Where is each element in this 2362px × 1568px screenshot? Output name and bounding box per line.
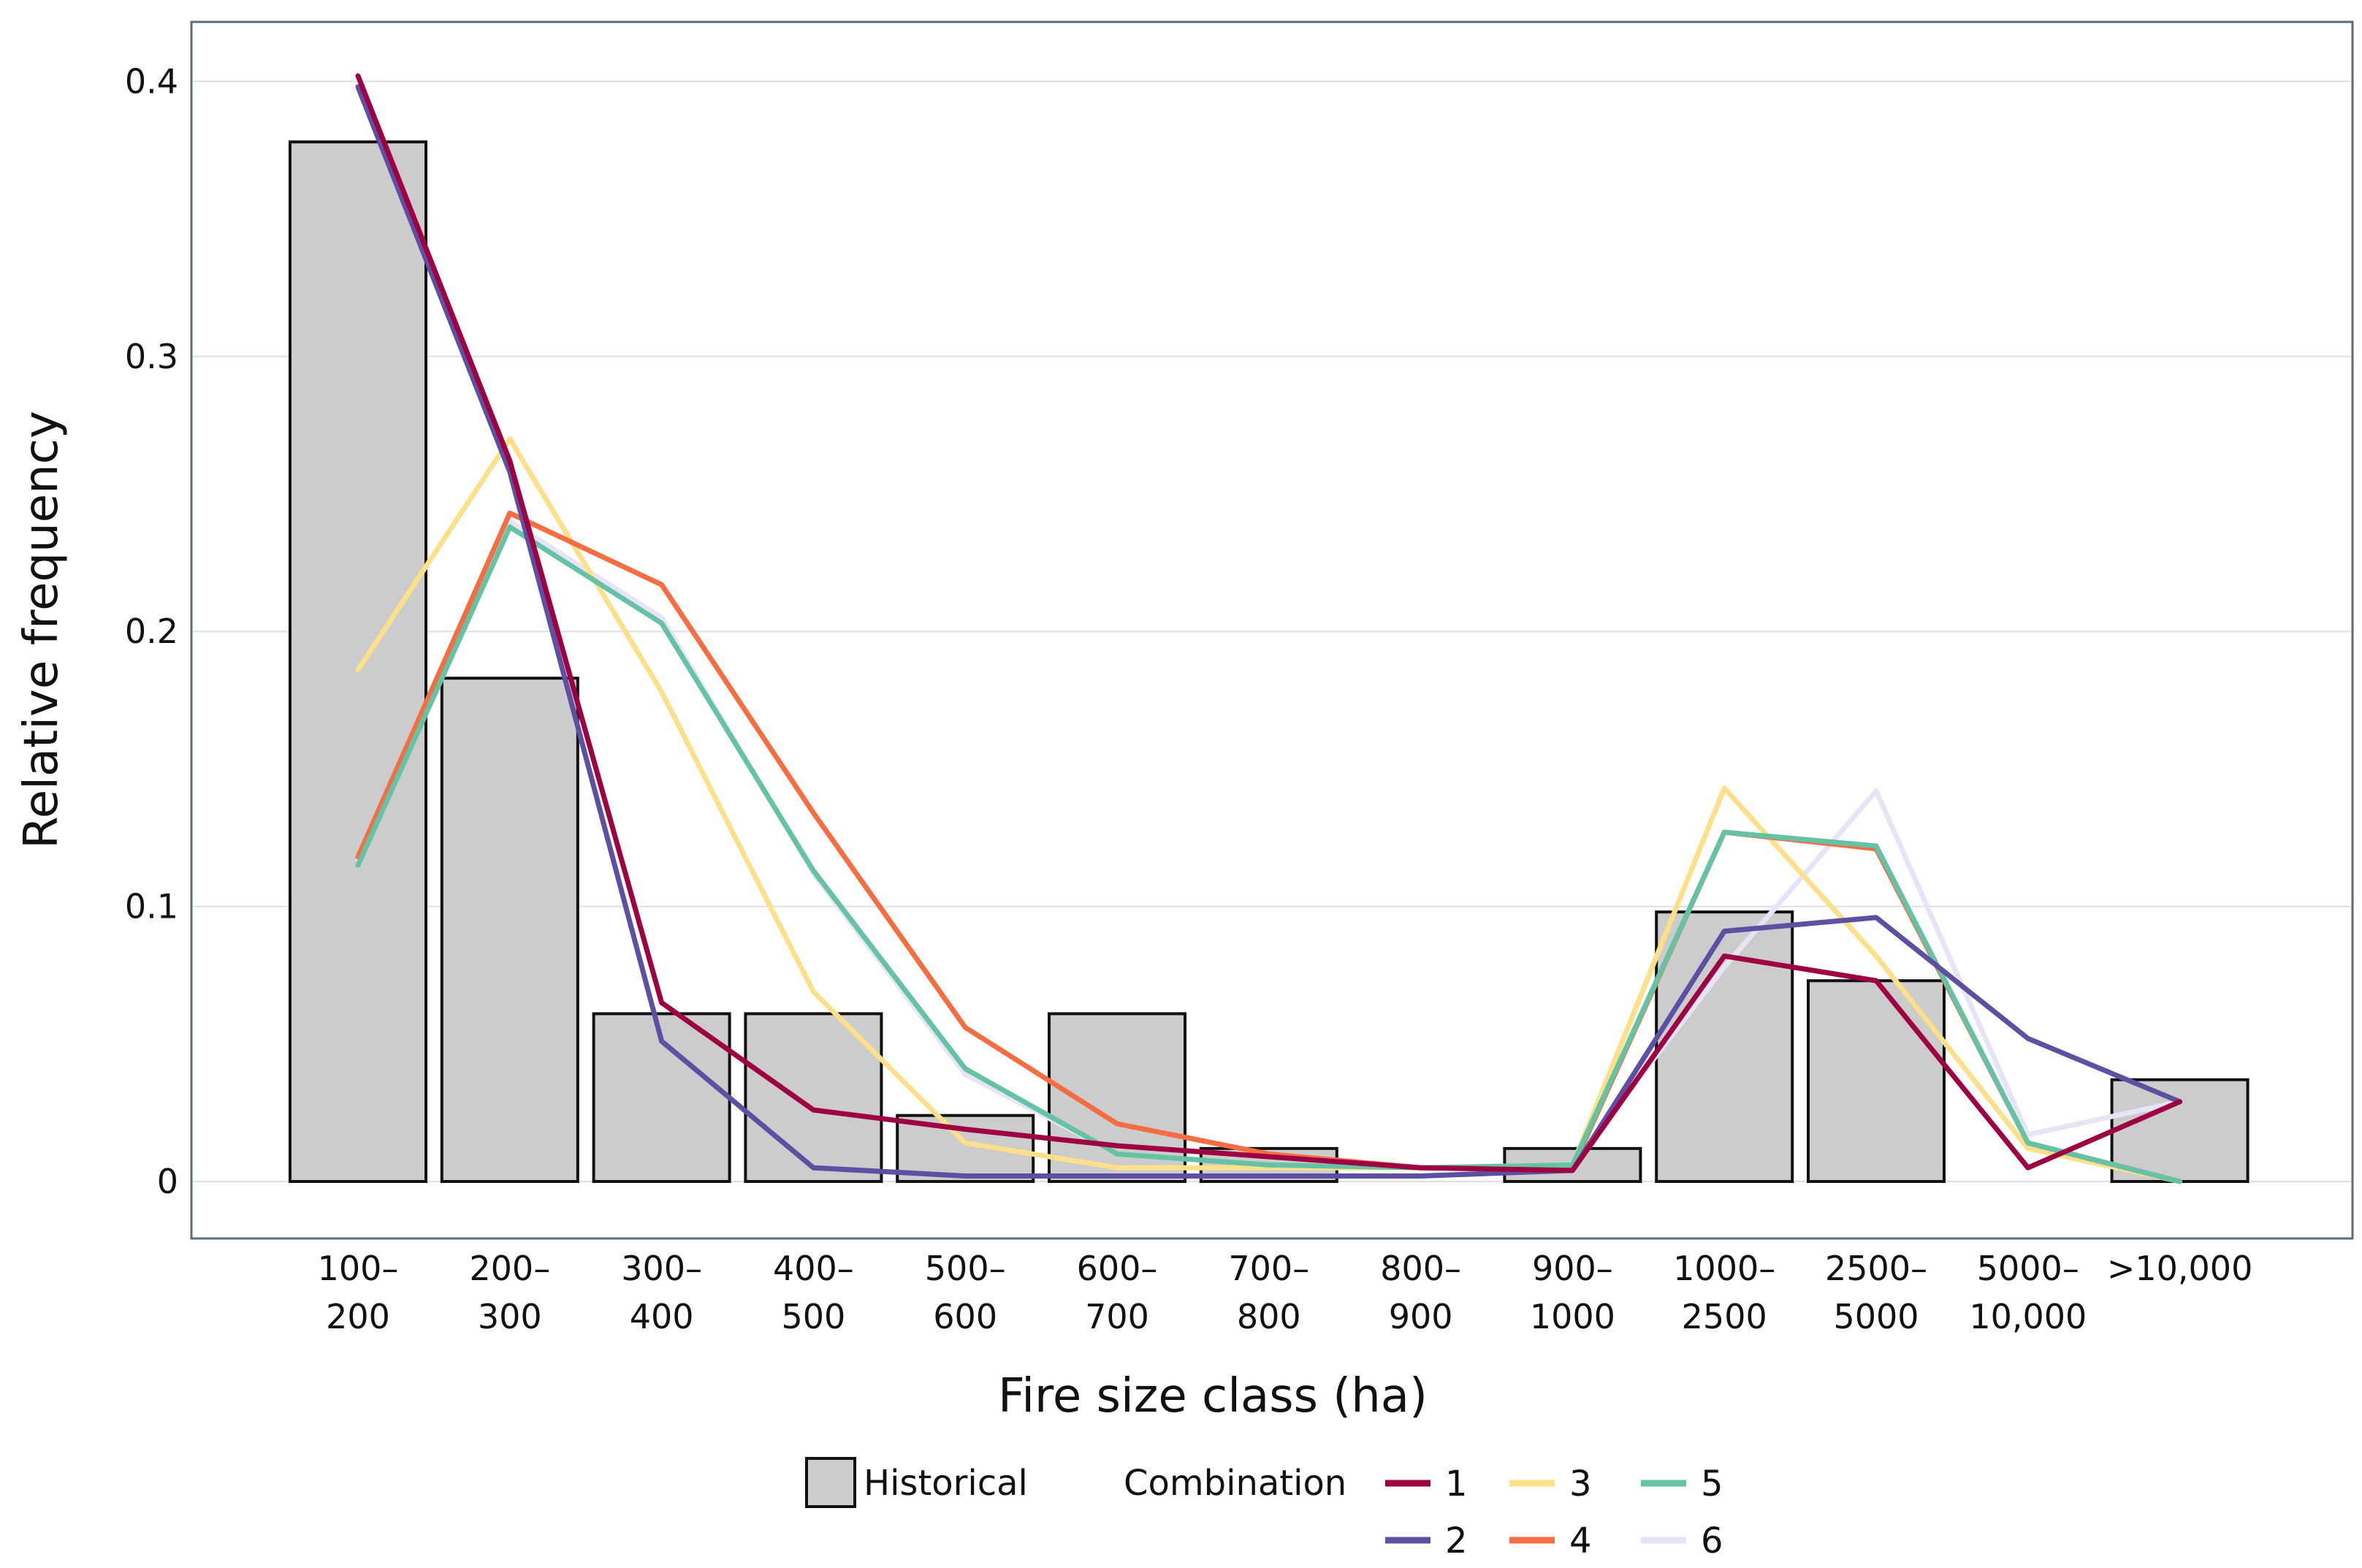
y-axis-title: Relative frequency — [15, 411, 69, 848]
legend: Historical Combination 1 2 3 4 5 6 — [805, 1457, 1723, 1561]
x-axis-title: Fire size class (ha) — [998, 1369, 1428, 1423]
legend-combination-3-label: 3 — [1569, 1464, 1592, 1504]
combination-3-line — [355, 436, 2183, 1184]
y-tick-label: 0.1 — [125, 887, 178, 926]
legend-historical-label: Historical — [864, 1463, 1028, 1504]
combination-1-line — [355, 73, 2183, 1173]
legend-combination-5-label: 5 — [1701, 1464, 1723, 1504]
x-tick-label: 10,000 — [1969, 1297, 2087, 1336]
x-tick-label: 700– — [1228, 1249, 1309, 1288]
x-tick-label: 2500– — [1825, 1249, 1927, 1288]
historical-bar — [592, 1012, 731, 1183]
x-tick-label: 100– — [318, 1249, 399, 1288]
x-tick-label: 500 — [781, 1297, 845, 1336]
x-tick-label: 2500 — [1682, 1297, 1767, 1336]
x-tick-label: 400– — [773, 1249, 854, 1288]
x-tick-label: 900– — [1532, 1249, 1613, 1288]
historical-bar — [2110, 1078, 2249, 1184]
historical-bar — [1655, 910, 1794, 1184]
x-tick-label: 300– — [621, 1249, 702, 1288]
x-tick-label: 800 — [1237, 1297, 1301, 1336]
x-tick-label: 700 — [1085, 1297, 1149, 1336]
legend-combination-1-label: 1 — [1445, 1464, 1468, 1504]
legend-historical-swatch — [805, 1457, 856, 1508]
x-tick-label: 300 — [478, 1297, 542, 1336]
historical-bar — [744, 1012, 883, 1183]
x-tick-label: 600 — [933, 1297, 997, 1336]
legend-combination-6-label: 6 — [1701, 1521, 1723, 1561]
x-tick-label: >10,000 — [2107, 1249, 2253, 1288]
x-tick-label: 900 — [1389, 1297, 1453, 1336]
x-tick-label: 800– — [1380, 1249, 1461, 1288]
x-tick-label: 600– — [1077, 1249, 1158, 1288]
combination-5-line — [355, 524, 2183, 1184]
legend-combination-2-label: 2 — [1445, 1521, 1468, 1561]
y-tick-label: 0 — [157, 1162, 178, 1201]
historical-bar — [289, 140, 427, 1183]
x-tick-label: 400 — [630, 1297, 694, 1336]
y-tick-label: 0.3 — [125, 337, 178, 376]
y-tick-label: 0.2 — [125, 612, 178, 651]
x-tick-label: 200 — [326, 1297, 390, 1336]
legend-combination-title: Combination — [1124, 1463, 1346, 1504]
legend-combination-4-label: 4 — [1569, 1521, 1592, 1561]
combination-2-line — [355, 84, 2183, 1179]
historical-bar — [1807, 979, 1946, 1184]
x-tick-label: 500– — [925, 1249, 1006, 1288]
historical-bar — [440, 677, 579, 1183]
y-tick-label: 0.4 — [125, 61, 178, 101]
x-tick-label: 5000 — [1833, 1297, 1919, 1336]
x-tick-label: 1000 — [1530, 1297, 1615, 1336]
x-tick-label: 200– — [469, 1249, 550, 1288]
x-tick-label: 1000– — [1673, 1249, 1775, 1288]
x-tick-label: 5000– — [1977, 1249, 2079, 1288]
